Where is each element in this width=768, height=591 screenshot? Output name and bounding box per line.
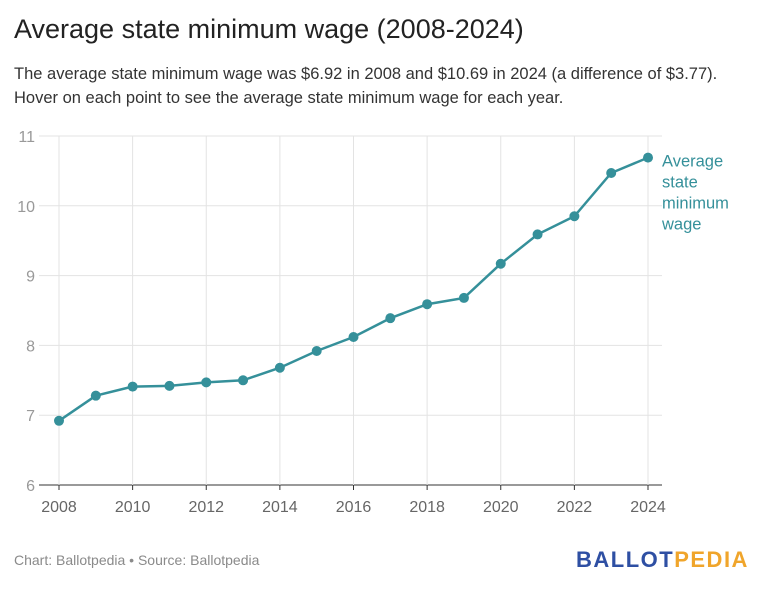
logo-part1: BALLOT — [576, 547, 675, 572]
line-chart: 6 7 8 9 10 11 2008 2010 2012 2014 2016 2018 2020 2022… — [17, 129, 729, 516]
data-point — [643, 152, 653, 163]
data-point — [385, 313, 396, 324]
x-tick-label: 2010 — [115, 499, 151, 516]
y-tick-label: 7 — [26, 408, 35, 425]
x-tick-label: 2012 — [188, 499, 224, 516]
y-tick-label: 9 — [26, 269, 35, 286]
x-tick-label: 2024 — [630, 499, 666, 516]
data-point — [458, 292, 469, 303]
chart-footer: Chart: Ballotpedia • Source: Ballotpedia — [14, 552, 260, 568]
series-label: Average — [662, 153, 723, 171]
y-tick-label: 6 — [26, 478, 35, 495]
x-tick-label: 2020 — [483, 499, 519, 516]
y-tick-label: 10 — [17, 199, 35, 216]
data-point — [311, 345, 322, 356]
y-tick-label: 8 — [26, 338, 35, 355]
series-label: wage — [661, 216, 701, 234]
series-label: minimum — [662, 195, 729, 213]
y-tick-label: 11 — [18, 129, 35, 146]
data-point — [164, 380, 175, 391]
data-point — [606, 167, 617, 178]
ballotpedia-logo: BALLOTPEDIA — [576, 547, 749, 573]
data-point — [274, 362, 285, 373]
x-tick-label: 2014 — [262, 499, 298, 516]
data-point — [422, 299, 433, 310]
data-point — [90, 390, 101, 401]
chart-title: Average state minimum wage (2008-2024) — [14, 14, 524, 44]
x-tick-label: 2018 — [409, 499, 445, 516]
x-tick-label: 2022 — [557, 499, 593, 516]
data-point — [127, 381, 138, 392]
logo-part2: PEDIA — [674, 547, 749, 572]
data-point — [201, 377, 212, 388]
x-tick-label: 2016 — [336, 499, 372, 516]
data-point — [532, 229, 543, 240]
chart-subtitle: The average state minimum wage was $6.92… — [14, 65, 718, 107]
data-point — [238, 375, 249, 386]
data-point — [495, 258, 506, 269]
data-point — [348, 332, 359, 343]
data-point — [569, 211, 580, 222]
x-tick-label: 2008 — [41, 499, 77, 516]
data-point — [54, 415, 64, 426]
series-label: state — [662, 174, 698, 192]
